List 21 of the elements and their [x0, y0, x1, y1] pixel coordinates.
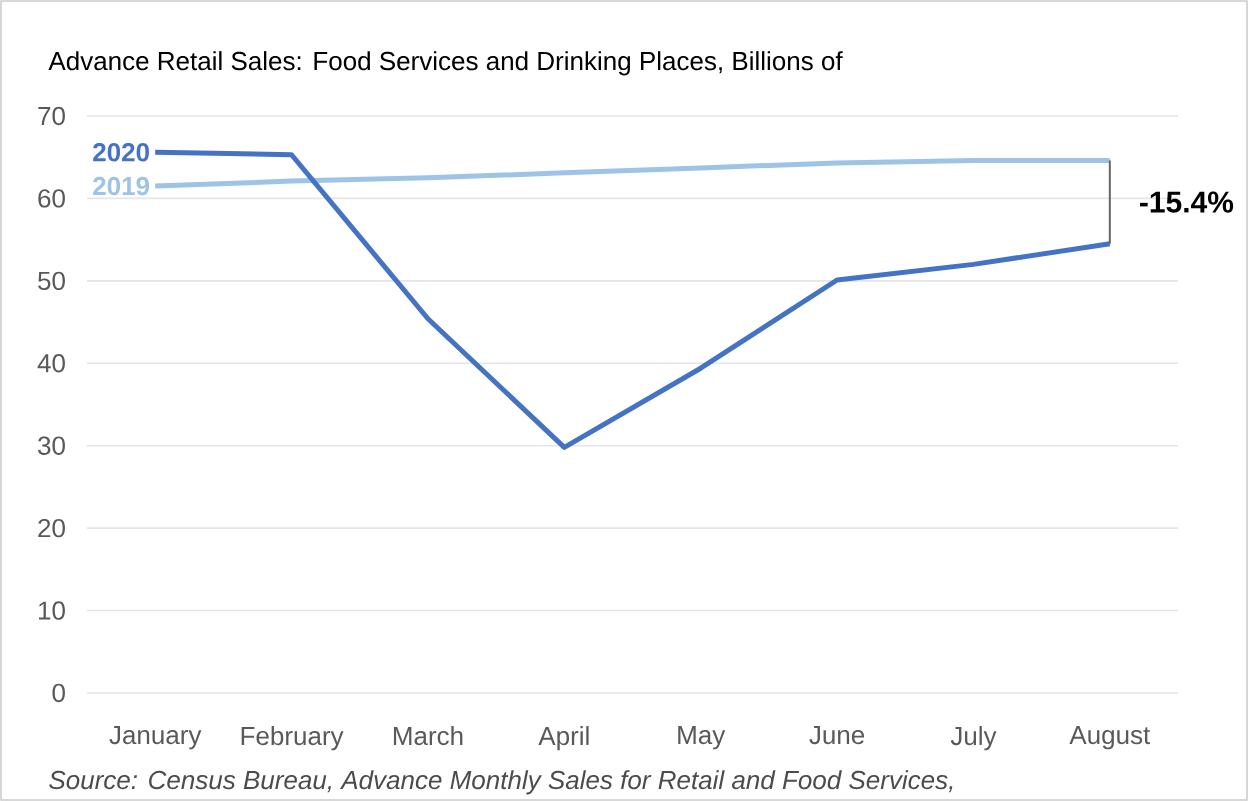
x-tick-label: August [1069, 726, 1151, 750]
series-label: 2019 [93, 176, 150, 196]
y-tick-label: 60 [38, 189, 65, 208]
x-tick-label: June [809, 726, 865, 745]
x-tick-label: May [678, 726, 726, 750]
series-label: 2020 [93, 143, 149, 162]
y-tick-label: 70 [38, 106, 65, 126]
x-tick-label: January [109, 726, 202, 750]
y-tick-label: 20 [38, 518, 65, 538]
x-tick-label: July [950, 726, 997, 751]
annotation: -15.4% [1140, 191, 1234, 213]
x-tick-label: February [241, 726, 344, 751]
y-tick-label: 50 [38, 271, 65, 291]
x-tick-label: April [538, 726, 589, 751]
y-tick-label: 10 [39, 601, 65, 620]
x-tick-label: March [393, 726, 463, 746]
y-tick-label: 30 [38, 436, 65, 455]
y-tick-label: 0 [52, 683, 65, 703]
y-tick-label: 40 [37, 354, 65, 373]
chart-title: Advance Retail Sales: Food Services and Drinking Places, Billions of [48, 51, 843, 76]
source-note: Source: Census Bureau, Advance Monthly Sales for Retail and Food Services, [49, 770, 953, 795]
